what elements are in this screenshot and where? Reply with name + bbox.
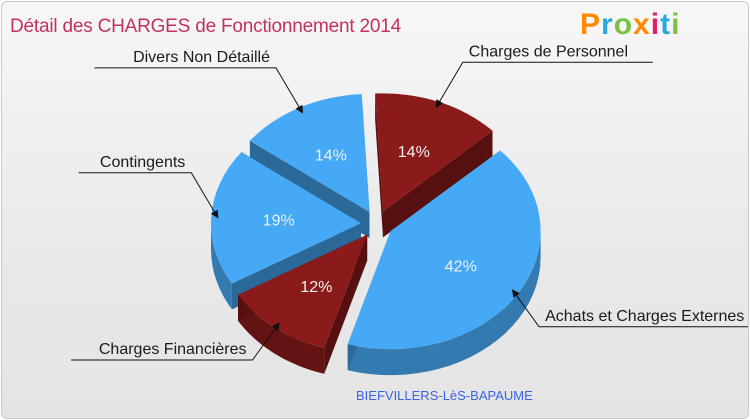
logo-letter: i xyxy=(650,8,661,41)
pie-slice: 42% xyxy=(347,150,541,376)
category-label: Achats et Charges Externes xyxy=(545,308,744,325)
slice-percent-label: 12% xyxy=(300,279,332,296)
category-label: Divers Non Détaillé xyxy=(133,49,270,66)
category-callout: Charges Financières xyxy=(71,322,280,361)
category-label: Charges de Personnel xyxy=(469,43,628,60)
logo-letter: t xyxy=(660,8,672,41)
slice-cut-face xyxy=(382,130,493,238)
leader-line xyxy=(78,172,219,219)
category-label: Charges Financières xyxy=(99,341,247,358)
slice-side xyxy=(347,231,541,376)
slice-percent-label: 14% xyxy=(398,144,430,161)
category-callout: Achats et Charges Externes xyxy=(511,289,748,328)
slice-top xyxy=(249,94,370,212)
category-callout: Contingents xyxy=(78,154,219,219)
logo-letter: r xyxy=(601,8,614,41)
logo-letter: o xyxy=(613,8,634,41)
logo-letter: x xyxy=(633,8,651,41)
leader-line xyxy=(71,322,280,361)
proxiti-logo: Proxiti xyxy=(580,8,680,42)
slice-top xyxy=(375,93,493,212)
slice-top xyxy=(347,150,541,350)
category-label: Contingents xyxy=(100,154,185,171)
chart-title: Détail des CHARGES de Fonctionnement 201… xyxy=(10,16,402,37)
slice-percent-label: 42% xyxy=(445,258,477,275)
leader-line xyxy=(94,67,304,114)
slice-side xyxy=(238,294,325,374)
logo-letter: P xyxy=(580,8,602,41)
slice-cut-face xyxy=(375,93,383,238)
slice-side xyxy=(211,223,232,310)
category-callout: Charges de Personnel xyxy=(435,43,653,109)
pie-slice: 14% xyxy=(375,93,493,238)
slice-top xyxy=(211,152,362,284)
leader-line xyxy=(435,61,653,109)
leader-line xyxy=(511,289,748,328)
city-name: BIEFVILLERS-LèS-BAPAUME xyxy=(356,388,533,403)
pie-slice: 12% xyxy=(238,234,368,374)
logo-letter: i xyxy=(671,8,681,41)
slice-top xyxy=(238,234,368,348)
category-callout: Divers Non Détaillé xyxy=(94,49,304,114)
slice-percent-label: 19% xyxy=(263,213,295,230)
slice-percent-label: 14% xyxy=(315,148,347,165)
slice-cut-face xyxy=(324,234,368,374)
